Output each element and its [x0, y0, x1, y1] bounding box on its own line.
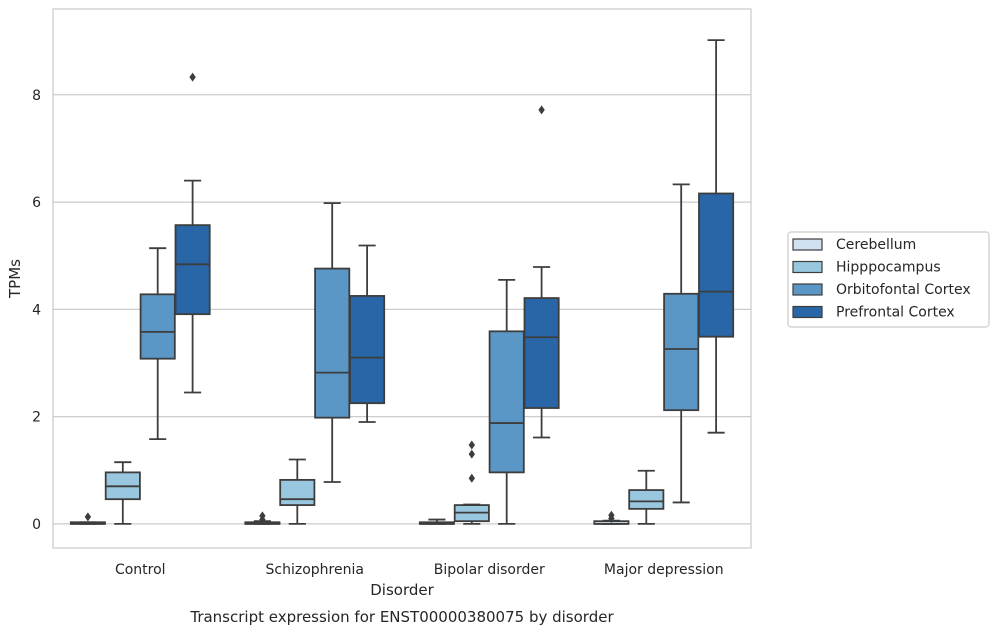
x-axis-ticks: Control Schizophrenia Bipolar disorder Majo… — [115, 562, 724, 578]
y-tick-label: 2 — [32, 410, 41, 426]
box-group — [314, 202, 351, 483]
box-group — [453, 440, 490, 525]
outlier-point — [189, 72, 196, 82]
box-group — [244, 511, 281, 525]
outlier-point — [468, 440, 475, 450]
outlier-point — [84, 512, 92, 522]
box-group — [488, 278, 525, 525]
box-group — [69, 512, 106, 525]
y-axis-title: TPMs — [6, 259, 24, 299]
legend-swatch — [792, 283, 823, 296]
legend-label: Prefrontal Cortex — [836, 305, 955, 321]
legend: Cerebellum Hipppocampus Orbitofontal Corte… — [787, 231, 990, 328]
legend-label: Cerebellum — [836, 237, 916, 253]
plot-area-frame — [52, 8, 752, 549]
box-group — [139, 247, 176, 441]
box-group — [349, 244, 386, 423]
box-iqr — [279, 478, 316, 506]
outlier-point — [468, 449, 475, 459]
x-tick-label: Control — [115, 562, 166, 578]
box-group — [418, 518, 455, 525]
y-tick-label: 8 — [32, 88, 41, 104]
y-tick-label: 0 — [32, 517, 41, 533]
x-axis-title: Disorder — [370, 581, 434, 599]
box-group — [663, 183, 700, 504]
box-group — [174, 72, 211, 394]
box-iqr — [698, 192, 735, 338]
box-group — [104, 461, 141, 525]
box-iqr — [628, 489, 665, 510]
box-group — [593, 510, 630, 525]
outlier-point — [259, 511, 266, 521]
legend-label: Orbitofontal Cortex — [836, 282, 971, 298]
y-axis-ticks: 0 2 4 6 8 — [32, 88, 41, 533]
box-iqr — [314, 267, 351, 419]
outlier-point — [608, 510, 615, 520]
legend-swatch — [792, 260, 823, 274]
legend-frame — [787, 231, 990, 328]
y-tick-label: 4 — [32, 302, 41, 318]
box-iqr — [523, 297, 560, 409]
box-group — [698, 39, 735, 434]
box-series — [69, 39, 735, 525]
box-group — [628, 469, 665, 525]
box-group — [523, 105, 560, 439]
y-tick-label: 6 — [32, 195, 41, 211]
box-iqr — [663, 292, 700, 412]
box-iqr — [349, 295, 386, 405]
x-tick-label: Major depression — [604, 562, 724, 578]
legend-label: Hipppocampus — [836, 260, 941, 276]
box-iqr — [488, 330, 525, 474]
outlier-point — [468, 473, 475, 483]
box-iqr — [174, 224, 211, 316]
box-iqr — [139, 293, 176, 360]
box-group — [279, 458, 316, 525]
legend-swatch — [792, 238, 823, 251]
chart-title: Transcript expression for ENST0000038007… — [189, 608, 614, 626]
x-tick-label: Bipolar disorder — [434, 562, 545, 578]
outlier-point — [538, 105, 545, 115]
legend-swatch — [792, 305, 823, 319]
x-tick-label: Schizophrenia — [266, 562, 364, 578]
